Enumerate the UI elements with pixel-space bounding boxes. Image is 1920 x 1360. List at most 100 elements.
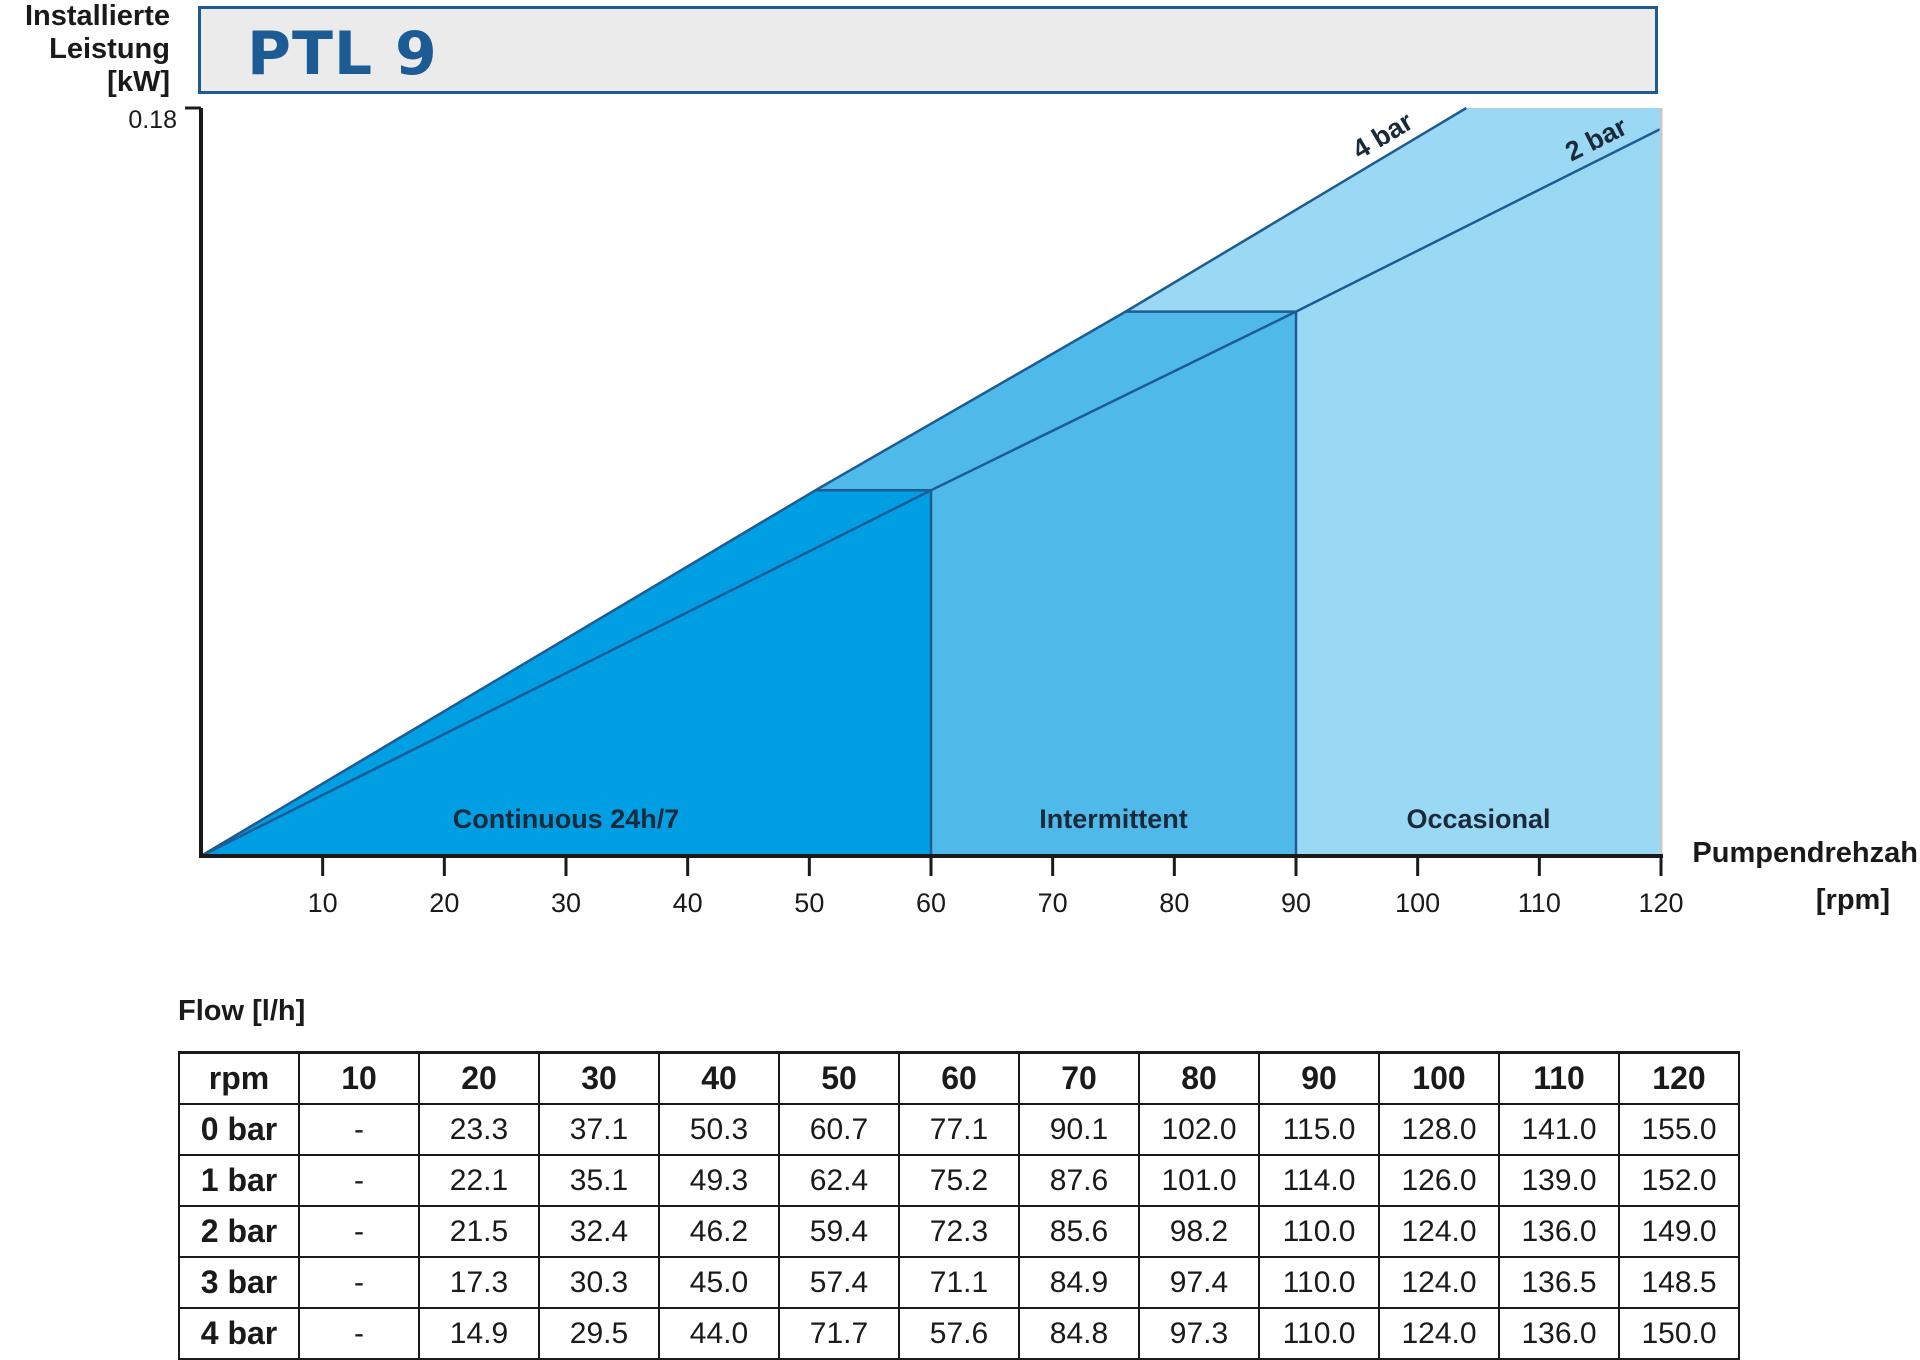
table-row: 1 bar -22.1 35.1 49.3 62.4 75.2 87.6 101.0 114.0…	[178, 1154, 1740, 1207]
table-cell: 23.3	[418, 1103, 540, 1156]
table-header-cell: 80	[1138, 1051, 1260, 1105]
table-cell: 126.0	[1378, 1154, 1500, 1207]
table-row-label: 2 bar	[178, 1205, 300, 1258]
flow-table-caption: Flow [l/h]	[178, 995, 306, 1027]
y-axis-label-line-3: [kW]	[107, 66, 170, 98]
table-cell: 155.0	[1618, 1103, 1740, 1156]
table-header-cell: 30	[538, 1051, 660, 1105]
table-cell: -	[298, 1154, 420, 1207]
table-cell: 75.2	[898, 1154, 1020, 1207]
y-tick-label: 0.18	[128, 106, 177, 134]
x-tick-label: 70	[1038, 888, 1068, 918]
table-cell: 97.3	[1138, 1307, 1260, 1360]
table-row-label: 0 bar	[178, 1103, 300, 1156]
table-cell: 45.0	[658, 1256, 780, 1309]
table-cell: 14.9	[418, 1307, 540, 1360]
table-cell: 35.1	[538, 1154, 660, 1207]
x-tick-label: 60	[916, 888, 946, 918]
series-line-4-bar	[200, 106, 1467, 858]
table-cell: 136.0	[1498, 1205, 1620, 1258]
table-cell: 57.6	[898, 1307, 1020, 1360]
table-cell: 128.0	[1378, 1103, 1500, 1156]
x-tick-label: 90	[1281, 888, 1311, 918]
table-cell: -	[298, 1103, 420, 1156]
table-header-cell: 110	[1498, 1051, 1620, 1105]
x-tick-label: 120	[1638, 888, 1683, 918]
x-tick-label: 50	[794, 888, 824, 918]
table-cell: 46.2	[658, 1205, 780, 1258]
table-cell: 110.0	[1258, 1205, 1380, 1258]
zone-occasional	[1125, 108, 1661, 856]
table-cell: 115.0	[1258, 1103, 1380, 1156]
table-row: 3 bar -17.3 30.3 45.0 57.4 71.1 84.9 97.4 110.0 1…	[178, 1256, 1740, 1309]
table-cell: 136.5	[1498, 1256, 1620, 1309]
series-line-2-bar	[200, 127, 1662, 858]
table-row: 0 bar -23.3 37.1 50.3 60.7 77.1 90.1 102.0 115.0…	[178, 1103, 1740, 1156]
table-row-label: 3 bar	[178, 1256, 300, 1309]
table-cell: -	[298, 1205, 420, 1258]
table-cell: 102.0	[1138, 1103, 1260, 1156]
x-tick-label: 110	[1518, 888, 1561, 918]
table-cell: 71.7	[778, 1307, 900, 1360]
table-cell: 150.0	[1618, 1307, 1740, 1360]
table-header-cell: 50	[778, 1051, 900, 1105]
zone-label: Occasional	[1406, 804, 1550, 834]
zone-label: Intermittent	[1039, 804, 1188, 834]
table-cell: -	[298, 1307, 420, 1360]
y-axis-label-line-1: Installierte	[24, 0, 170, 32]
table-cell: 60.7	[778, 1103, 900, 1156]
table-cell: 97.4	[1138, 1256, 1260, 1309]
table-cell: 124.0	[1378, 1307, 1500, 1360]
table-cell: 87.6	[1018, 1154, 1140, 1207]
table-cell: 101.0	[1138, 1154, 1260, 1207]
x-tick-label: 80	[1159, 888, 1189, 918]
table-cell: 44.0	[658, 1307, 780, 1360]
table-cell: 71.1	[898, 1256, 1020, 1309]
chart: 0.18 10 20 30 40 50 60 70 80 90 100 110 120 Continuou…	[128, 106, 1918, 918]
table-header-cell: 100	[1378, 1051, 1500, 1105]
x-tick-label: 30	[551, 888, 581, 918]
table-cell: 136.0	[1498, 1307, 1620, 1360]
table-header-cell: 20	[418, 1051, 540, 1105]
table-cell: 139.0	[1498, 1154, 1620, 1207]
x-tick-label: 100	[1395, 888, 1440, 918]
table-row-label: 1 bar	[178, 1154, 300, 1207]
title-box: PTL 9	[198, 6, 1658, 94]
table-cell: 110.0	[1258, 1307, 1380, 1360]
table-header-cell: 40	[658, 1051, 780, 1105]
table-header-cell: 60	[898, 1051, 1020, 1105]
chart-title: PTL 9	[247, 19, 438, 89]
flow-table: rpm 10 20 30 40 50 60 70 80 90 100 110 120 0 bar -23.3…	[178, 1051, 1740, 1360]
table-cell: 124.0	[1378, 1256, 1500, 1309]
table-cell: 98.2	[1138, 1205, 1260, 1258]
table-cell: 17.3	[418, 1256, 540, 1309]
x-tick-label: 10	[308, 888, 338, 918]
table-cell: 149.0	[1618, 1205, 1740, 1258]
table-row: 4 bar -14.9 29.5 44.0 71.7 57.6 84.8 97.3 110.0 1…	[178, 1307, 1740, 1360]
table-cell: 110.0	[1258, 1256, 1380, 1309]
table-header-cell: 10	[298, 1051, 420, 1105]
table-cell: 148.5	[1618, 1256, 1740, 1309]
table-header-row: rpm 10 20 30 40 50 60 70 80 90 100 110 120	[178, 1051, 1740, 1105]
table-cell: 30.3	[538, 1256, 660, 1309]
x-axis-label-line-2: [rpm]	[1816, 884, 1890, 916]
table-cell: 37.1	[538, 1103, 660, 1156]
table-cell: 152.0	[1618, 1154, 1740, 1207]
table-header-rpm: rpm	[178, 1051, 300, 1105]
table-cell: -	[298, 1256, 420, 1309]
table-cell: 141.0	[1498, 1103, 1620, 1156]
table-cell: 59.4	[778, 1205, 900, 1258]
table-row-label: 4 bar	[178, 1307, 300, 1360]
table-cell: 49.3	[658, 1154, 780, 1207]
table-header-cell: 70	[1018, 1051, 1140, 1105]
table-cell: 62.4	[778, 1154, 900, 1207]
table-cell: 57.4	[778, 1256, 900, 1309]
table-header-cell: 120	[1618, 1051, 1740, 1105]
table-row: 2 bar -21.5 32.4 46.2 59.4 72.3 85.6 98.2 110.0 1…	[178, 1205, 1740, 1258]
table-header-cell: 90	[1258, 1051, 1380, 1105]
zone-label: Continuous 24h/7	[453, 804, 680, 834]
table-cell: 124.0	[1378, 1205, 1500, 1258]
table-cell: 114.0	[1258, 1154, 1380, 1207]
x-tick-label: 20	[429, 888, 459, 918]
table-cell: 21.5	[418, 1205, 540, 1258]
